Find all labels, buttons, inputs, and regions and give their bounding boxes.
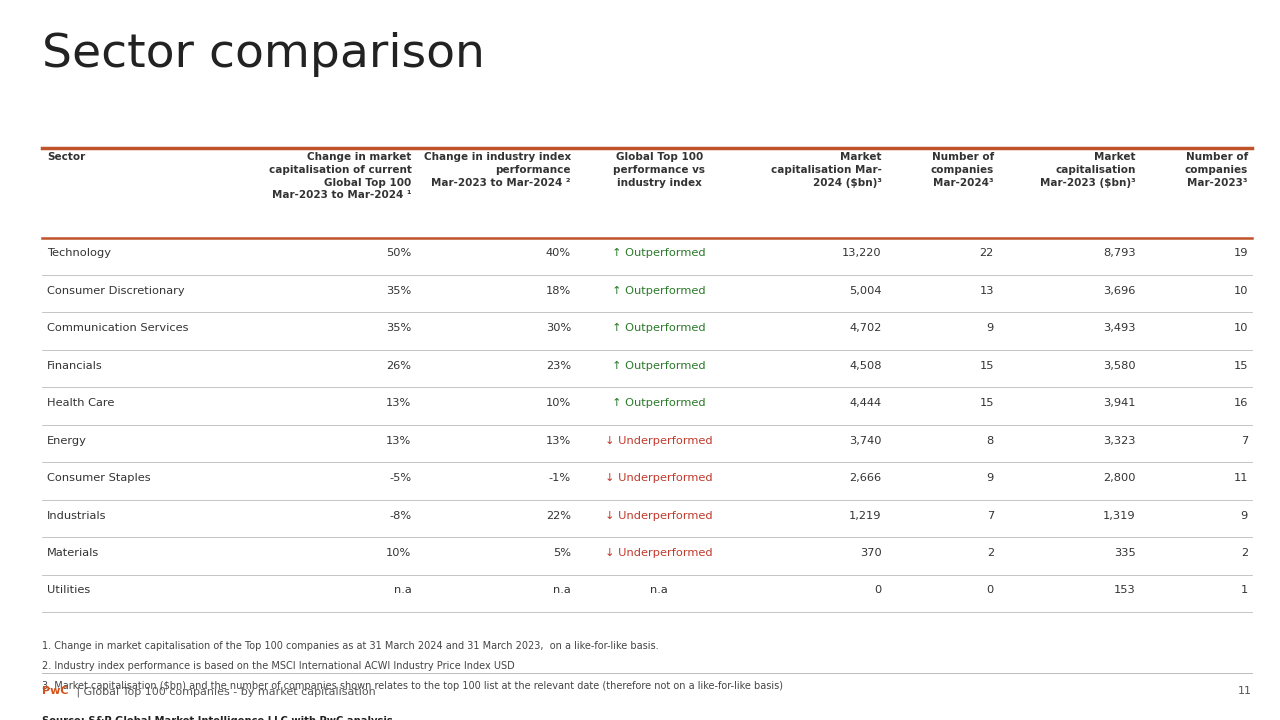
Text: 4,702: 4,702 (850, 323, 882, 333)
Text: 3,493: 3,493 (1103, 323, 1135, 333)
Text: 10: 10 (1234, 323, 1248, 333)
Text: 13%: 13% (545, 436, 571, 446)
Text: 3. Market capitalisation ($bn) and the number of companies shown relates to the : 3. Market capitalisation ($bn) and the n… (42, 681, 783, 691)
Text: n.a: n.a (650, 585, 668, 595)
Text: n.a: n.a (394, 585, 411, 595)
Text: Number of
companies
Mar-2023³: Number of companies Mar-2023³ (1185, 152, 1248, 187)
Text: 0: 0 (874, 585, 882, 595)
Text: 13%: 13% (387, 436, 411, 446)
Text: 35%: 35% (387, 323, 411, 333)
Text: 9: 9 (987, 473, 993, 483)
Text: Consumer Discretionary: Consumer Discretionary (47, 286, 186, 296)
Text: 1: 1 (1240, 585, 1248, 595)
Text: 7: 7 (1240, 436, 1248, 446)
Text: -8%: -8% (389, 510, 411, 521)
Text: 10%: 10% (387, 548, 411, 558)
Text: 15: 15 (979, 361, 993, 371)
Text: 1. Change in market capitalisation of the Top 100 companies as at 31 March 2024 : 1. Change in market capitalisation of th… (42, 641, 659, 651)
Text: ↓ Underperformed: ↓ Underperformed (605, 510, 713, 521)
Text: PwC: PwC (42, 686, 69, 696)
Text: 19: 19 (1234, 248, 1248, 258)
Text: 35%: 35% (387, 286, 411, 296)
Text: 1,219: 1,219 (849, 510, 882, 521)
Text: Market
capitalisation
Mar-2023 ($bn)³: Market capitalisation Mar-2023 ($bn)³ (1041, 152, 1135, 187)
Text: 10: 10 (1234, 286, 1248, 296)
Text: 8: 8 (987, 436, 993, 446)
Text: Communication Services: Communication Services (47, 323, 189, 333)
Text: 13,220: 13,220 (842, 248, 882, 258)
Text: 11: 11 (1234, 473, 1248, 483)
Text: 22%: 22% (545, 510, 571, 521)
Text: Change in market
capitalisation of current
Global Top 100
Mar-2023 to Mar-2024 ¹: Change in market capitalisation of curre… (269, 152, 411, 200)
Text: 335: 335 (1114, 548, 1135, 558)
Text: 370: 370 (860, 548, 882, 558)
Text: Industrials: Industrials (47, 510, 106, 521)
Text: Change in industry index
performance
Mar-2023 to Mar-2024 ²: Change in industry index performance Mar… (424, 152, 571, 187)
Text: 2,666: 2,666 (850, 473, 882, 483)
Text: Health Care: Health Care (47, 398, 115, 408)
Text: 3,696: 3,696 (1103, 286, 1135, 296)
Text: Sector comparison: Sector comparison (42, 32, 485, 77)
Text: n.a: n.a (553, 585, 571, 595)
Text: 3,323: 3,323 (1103, 436, 1135, 446)
Text: 2: 2 (1240, 548, 1248, 558)
Text: Market
capitalisation Mar-
2024 ($bn)³: Market capitalisation Mar- 2024 ($bn)³ (771, 152, 882, 187)
Text: Sector: Sector (47, 152, 86, 162)
Text: 26%: 26% (387, 361, 411, 371)
Text: Global Top 100
performance vs
industry index: Global Top 100 performance vs industry i… (613, 152, 705, 187)
Text: 153: 153 (1114, 585, 1135, 595)
Text: 2,800: 2,800 (1103, 473, 1135, 483)
Text: 9: 9 (987, 323, 993, 333)
Text: ↓ Underperformed: ↓ Underperformed (605, 548, 713, 558)
Text: Consumer Staples: Consumer Staples (47, 473, 151, 483)
Text: 15: 15 (979, 398, 993, 408)
Text: 4,444: 4,444 (850, 398, 882, 408)
Text: -5%: -5% (389, 473, 411, 483)
Text: Materials: Materials (47, 548, 100, 558)
Text: ↑ Outperformed: ↑ Outperformed (612, 248, 707, 258)
Text: 5,004: 5,004 (849, 286, 882, 296)
Text: 18%: 18% (545, 286, 571, 296)
Text: 3,580: 3,580 (1103, 361, 1135, 371)
Text: 3,941: 3,941 (1103, 398, 1135, 408)
Text: 2. Industry index performance is based on the MSCI International ACWI Industry P: 2. Industry index performance is based o… (42, 661, 515, 671)
Text: Source: S&P Global Market Intelligence LLC with PwC analysis: Source: S&P Global Market Intelligence L… (42, 716, 393, 720)
Text: 7: 7 (987, 510, 993, 521)
Text: ↑ Outperformed: ↑ Outperformed (612, 398, 707, 408)
Text: ↓ Underperformed: ↓ Underperformed (605, 473, 713, 483)
Text: 1,319: 1,319 (1103, 510, 1135, 521)
Text: Energy: Energy (47, 436, 87, 446)
Text: Number of
companies
Mar-2024³: Number of companies Mar-2024³ (931, 152, 993, 187)
Text: 13: 13 (979, 286, 993, 296)
Text: Utilities: Utilities (47, 585, 91, 595)
Text: 10%: 10% (545, 398, 571, 408)
Text: 9: 9 (1240, 510, 1248, 521)
Text: 15: 15 (1234, 361, 1248, 371)
Text: 40%: 40% (545, 248, 571, 258)
Text: | Global Top 100 companies - by market capitalisation: | Global Top 100 companies - by market c… (73, 686, 376, 697)
Text: 4,508: 4,508 (849, 361, 882, 371)
Text: ↑ Outperformed: ↑ Outperformed (612, 286, 707, 296)
Text: 13%: 13% (387, 398, 411, 408)
Text: 50%: 50% (387, 248, 411, 258)
Text: 11: 11 (1238, 686, 1252, 696)
Text: Financials: Financials (47, 361, 104, 371)
Text: 8,793: 8,793 (1103, 248, 1135, 258)
Text: 3,740: 3,740 (849, 436, 882, 446)
Text: 5%: 5% (553, 548, 571, 558)
Text: 22: 22 (979, 248, 993, 258)
Text: 16: 16 (1234, 398, 1248, 408)
Text: 2: 2 (987, 548, 993, 558)
Text: Technology: Technology (47, 248, 111, 258)
Text: 23%: 23% (545, 361, 571, 371)
Text: -1%: -1% (549, 473, 571, 483)
Text: ↑ Outperformed: ↑ Outperformed (612, 323, 707, 333)
Text: 30%: 30% (545, 323, 571, 333)
Text: ↓ Underperformed: ↓ Underperformed (605, 436, 713, 446)
Text: 0: 0 (987, 585, 993, 595)
Text: ↑ Outperformed: ↑ Outperformed (612, 361, 707, 371)
